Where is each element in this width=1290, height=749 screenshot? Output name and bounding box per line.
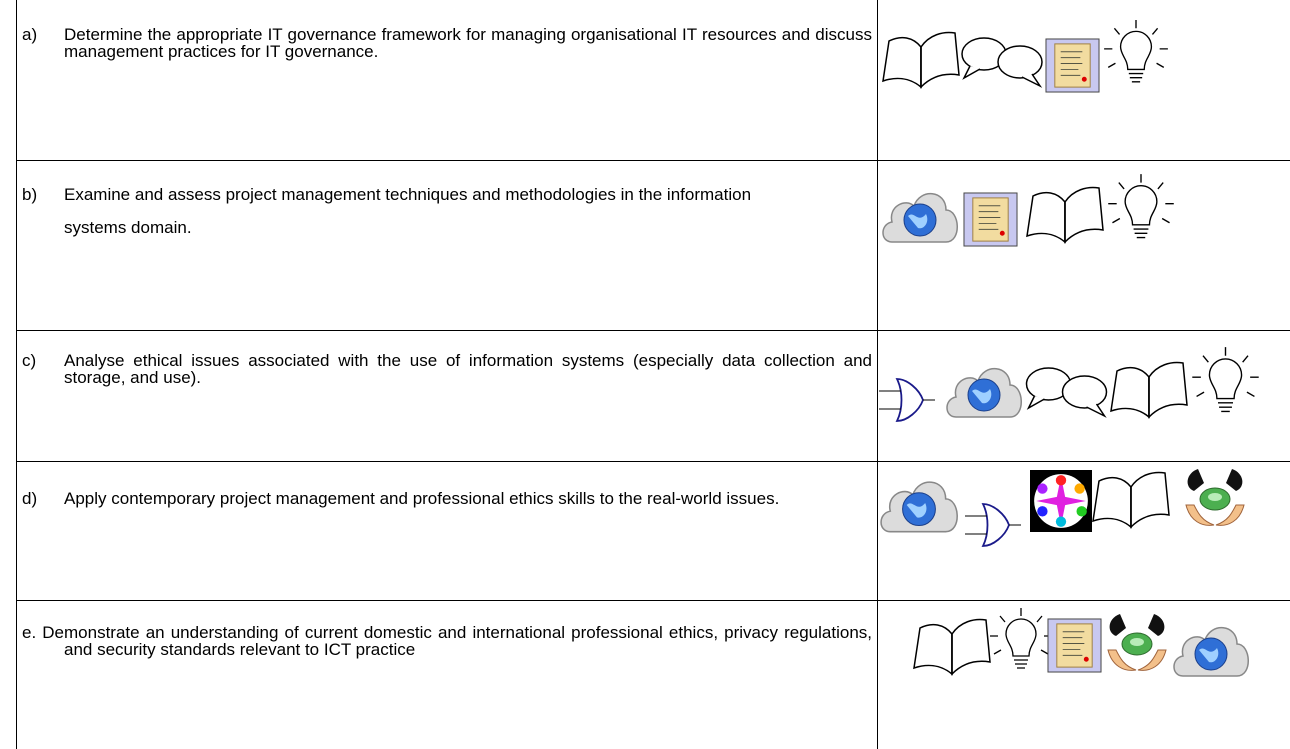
row-d-icons — [880, 468, 1245, 547]
column-divider — [877, 0, 878, 749]
row-text: Determine the appropriate IT governance … — [64, 25, 872, 61]
row-b-icons — [882, 173, 1175, 247]
table-border — [16, 0, 17, 749]
row-e-icons — [913, 607, 1250, 677]
row-divider — [16, 160, 1290, 161]
row-label: b) — [22, 185, 38, 204]
row-text: Analyse ethical issues associated with t… — [64, 351, 872, 387]
row-divider — [16, 330, 1290, 331]
row-text: Examine and assess project management te… — [64, 185, 752, 237]
row-divider — [16, 600, 1290, 601]
row-a-icons — [882, 19, 1169, 93]
row-divider — [16, 461, 1290, 462]
row-text: e. Demonstrate an understanding of curre… — [22, 623, 872, 659]
row-label: d) — [22, 489, 38, 508]
row-label: a) — [22, 25, 38, 44]
row-text: Apply contemporary project management an… — [64, 489, 780, 508]
row-label: c) — [22, 351, 37, 370]
row-c-icons — [878, 346, 1260, 422]
